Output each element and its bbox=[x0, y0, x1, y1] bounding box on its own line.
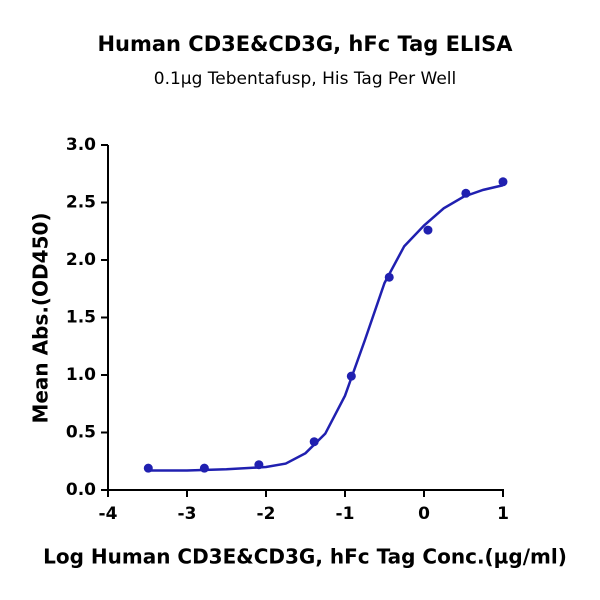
data-point bbox=[423, 225, 433, 235]
x-tick-label: -4 bbox=[99, 504, 118, 524]
data-point bbox=[199, 463, 209, 473]
chart-subtitle: 0.1µg Tebentafusp, His Tag Per Well bbox=[154, 69, 457, 89]
x-tick-label: -1 bbox=[336, 504, 355, 524]
data-point bbox=[346, 371, 356, 381]
y-tick-label: 2.5 bbox=[66, 193, 96, 213]
y-tick-label: 1.5 bbox=[66, 308, 96, 328]
y-tick-label: 0.5 bbox=[66, 423, 96, 443]
y-tick-label: 0.0 bbox=[66, 480, 96, 500]
x-tick-label: -3 bbox=[178, 504, 197, 524]
data-point bbox=[254, 460, 264, 470]
x-tick-label: 0 bbox=[418, 504, 430, 524]
data-point bbox=[384, 272, 394, 282]
data-point bbox=[498, 177, 508, 187]
y-tick-label: 2.0 bbox=[66, 250, 96, 270]
y-tick-label: 1.0 bbox=[66, 365, 96, 385]
x-axis-label: Log Human CD3E&CD3G, hFc Tag Conc.(µg/ml… bbox=[43, 545, 567, 569]
data-point bbox=[143, 463, 153, 473]
data-point bbox=[309, 437, 319, 447]
chart-title: Human CD3E&CD3G, hFc Tag ELISA bbox=[97, 32, 513, 56]
fit-curve bbox=[147, 184, 504, 472]
x-tick-label: 1 bbox=[497, 504, 509, 524]
y-tick-label: 3.0 bbox=[66, 135, 96, 155]
x-tick-label: -2 bbox=[257, 504, 276, 524]
data-point bbox=[461, 188, 471, 198]
y-axis-label: Mean Abs.(OD450) bbox=[29, 212, 53, 423]
